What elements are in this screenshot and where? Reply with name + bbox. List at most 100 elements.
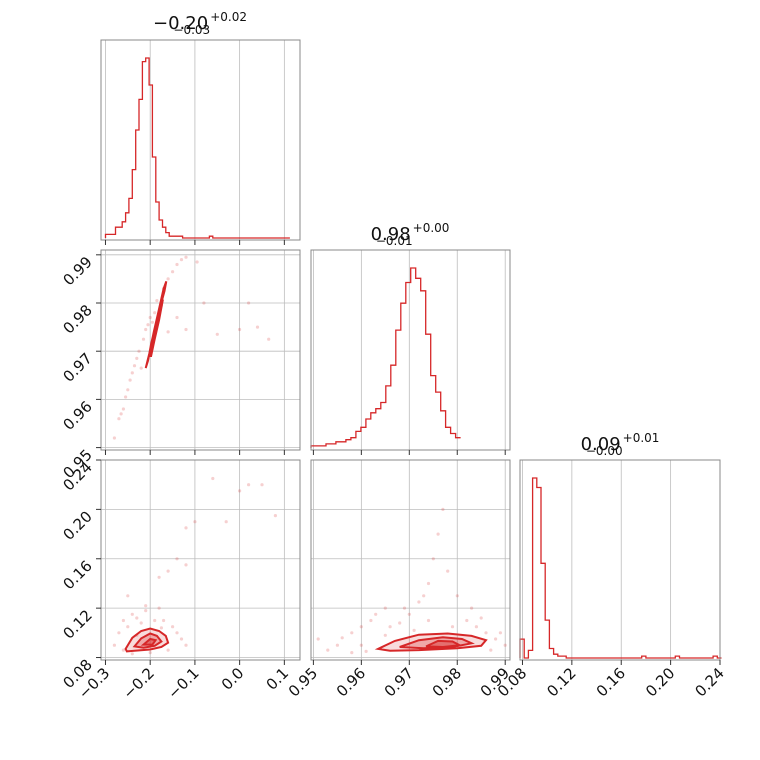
sample-point <box>238 489 242 493</box>
sample-point <box>417 600 421 604</box>
y-tick-label: 0.20 <box>59 507 95 543</box>
sample-point <box>195 260 199 264</box>
x-tick-label: 0.96 <box>333 664 369 700</box>
sample-point <box>364 649 368 654</box>
sample-point <box>146 323 150 327</box>
sample-point <box>137 349 141 353</box>
title-value: −0.20 <box>153 13 208 34</box>
sample-point <box>479 616 483 620</box>
sample-point <box>450 625 455 629</box>
sample-point <box>153 618 157 623</box>
sample-point <box>211 476 215 481</box>
x-tick-label: 0.98 <box>429 664 465 700</box>
sample-point <box>316 637 320 641</box>
grid-lines <box>105 40 285 240</box>
sample-point <box>150 320 154 324</box>
sample-point <box>128 378 132 382</box>
y-tick-label: 0.98 <box>59 301 95 337</box>
sample-point <box>383 633 387 637</box>
sample-point <box>162 618 166 623</box>
sample-point <box>247 483 251 487</box>
sample-point <box>202 301 206 305</box>
sample-point <box>121 648 125 652</box>
title-lower-error: −0.03 <box>173 23 210 37</box>
sample-point <box>117 631 121 635</box>
x-tick-label: 0.95 <box>285 664 321 700</box>
contour-line-level-2 <box>399 636 475 650</box>
grid-lines <box>311 459 510 660</box>
x-tick-label: 0.24 <box>691 664 727 700</box>
histogram-param-2 <box>310 267 461 448</box>
y-tick-label: 0.12 <box>59 606 95 642</box>
axis-ticks <box>312 660 506 665</box>
sample-point <box>144 609 148 613</box>
axis-ticks <box>96 254 285 455</box>
sample-point <box>470 606 474 610</box>
title-value: 0.98 <box>371 224 411 245</box>
sample-point <box>398 621 402 625</box>
sample-point <box>412 628 416 633</box>
panel-frame <box>100 459 301 661</box>
grid-lines <box>101 250 300 450</box>
sample-point <box>335 643 339 647</box>
y-tick-label: 0.97 <box>59 349 95 385</box>
hist-panel-2: 0.98 +0.00 −0.01 <box>310 221 511 455</box>
sample-point <box>255 325 260 329</box>
sample-point <box>121 618 125 623</box>
sample-point <box>166 569 170 573</box>
scatter-panel-param-3-vs-1: 0.080.120.160.200.24 −0.3 −0.2 −0.1 0.0 0.1 <box>59 458 301 703</box>
y-tick-label: 0.96 <box>59 397 95 433</box>
y-tick-label: 0.16 <box>59 557 95 593</box>
sample-point <box>119 412 123 416</box>
sample-point <box>494 637 498 641</box>
panel-frame <box>100 39 301 241</box>
sample-point <box>350 631 354 635</box>
contour-line-level-1 <box>374 632 488 652</box>
x-tick-label: 0.97 <box>381 664 417 700</box>
panel-frame <box>310 459 511 661</box>
sample-point <box>489 648 493 652</box>
sample-point <box>402 606 407 610</box>
x-tick-label: 0.0 <box>218 664 248 694</box>
sample-point <box>407 612 411 616</box>
x-tick-label: 0.16 <box>593 664 629 700</box>
sample-point <box>148 315 152 320</box>
contour-line-level-3 <box>140 637 158 646</box>
sample-point <box>455 594 459 598</box>
sample-point <box>139 366 143 370</box>
contour-line-level-2 <box>132 632 163 649</box>
sample-point <box>121 407 125 411</box>
sample-point <box>359 625 363 629</box>
sample-point <box>130 371 134 375</box>
sample-point <box>247 301 251 305</box>
sample-point <box>369 618 373 623</box>
sample-point <box>426 618 431 623</box>
panel-frame <box>519 459 721 661</box>
sample-point <box>112 436 116 440</box>
histogram-param-3 <box>519 477 722 659</box>
contour-line-level-3 <box>152 309 161 340</box>
sample-point <box>224 520 228 524</box>
grid-lines <box>101 459 300 660</box>
sample-point <box>130 652 134 656</box>
title-lower-error: −0.01 <box>376 234 413 248</box>
grid-lines <box>522 460 721 660</box>
x-tick-label: −0.1 <box>164 664 202 702</box>
sample-point <box>126 594 130 598</box>
x-tick-labels-param-1: −0.3 −0.2 −0.1 0.0 0.1 <box>75 664 292 702</box>
sample-point <box>484 631 488 635</box>
sample-point <box>171 270 175 274</box>
sample-point <box>139 621 143 625</box>
sample-point <box>267 337 271 341</box>
sample-point <box>135 616 139 620</box>
sample-point <box>388 625 392 629</box>
x-ticks <box>521 660 721 665</box>
sample-point <box>179 637 184 641</box>
title-upper-error: +0.00 <box>413 221 450 235</box>
sample-point <box>436 532 440 536</box>
density-contours <box>144 280 168 369</box>
density-contours <box>124 627 170 653</box>
sample-point <box>153 311 157 315</box>
sample-point <box>184 255 188 259</box>
